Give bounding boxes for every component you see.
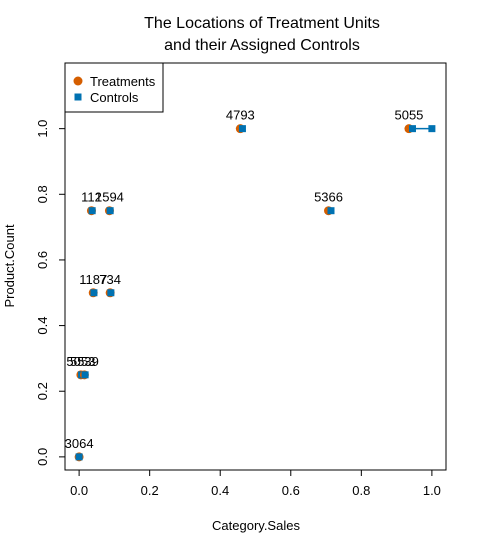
control-point — [88, 207, 96, 215]
y-tick-label: 1.0 — [35, 120, 50, 138]
data-points — [74, 124, 436, 462]
x-tick-label: 0.2 — [141, 483, 159, 498]
control-point — [408, 125, 416, 133]
point-label: 734 — [99, 272, 121, 287]
point-label: 112 — [81, 190, 102, 205]
x-tick-label: 1.0 — [423, 483, 441, 498]
y-tick-label: 0.4 — [35, 317, 50, 335]
x-tick-label: 0.6 — [282, 483, 300, 498]
y-axis-label: Product.Count — [2, 224, 17, 307]
point-label: 3064 — [65, 436, 94, 451]
chart-title-line1: The Locations of Treatment Units — [144, 15, 380, 32]
control-point — [428, 125, 436, 133]
legend-treatment-marker — [73, 76, 83, 86]
x-tick-label: 0.0 — [70, 483, 88, 498]
point-label: 5055 — [394, 108, 423, 123]
legend-treatment-label: Treatments — [90, 74, 156, 89]
y-axis: 0.0 0.2 0.4 0.6 0.8 1.0 — [35, 120, 66, 466]
control-point — [327, 207, 335, 215]
legend-control-label: Controls — [90, 90, 139, 105]
legend: Treatments Controls — [64, 62, 164, 113]
plot-frame — [64, 62, 447, 471]
control-point — [81, 371, 89, 379]
point-label: 1187 — [79, 272, 107, 287]
legend-box — [64, 62, 164, 113]
x-tick-label: 0.4 — [211, 483, 229, 498]
point-label: 5366 — [314, 190, 343, 205]
pair-lines — [80, 127, 432, 376]
point-label: 1594 — [95, 190, 124, 205]
control-point — [75, 453, 83, 461]
y-tick-label: 0.0 — [35, 448, 50, 466]
chart-title-line2: and their Assigned Controls — [164, 37, 360, 54]
x-tick-label: 0.8 — [352, 483, 370, 498]
point-label: 5053 — [66, 354, 95, 369]
x-axis-label: Category.Sales — [212, 518, 300, 533]
control-point — [90, 289, 98, 297]
y-tick-label: 0.6 — [35, 251, 50, 269]
control-point — [238, 125, 246, 133]
control-point — [106, 207, 114, 215]
legend-control-marker — [74, 93, 82, 101]
point-label: 4793 — [226, 108, 255, 123]
point-label: 5539 — [70, 354, 99, 369]
y-tick-label: 0.2 — [35, 382, 50, 400]
x-axis: 0.0 0.2 0.4 0.6 0.8 1.0 — [70, 469, 441, 498]
control-point — [107, 289, 115, 297]
y-tick-label: 0.8 — [35, 185, 50, 203]
